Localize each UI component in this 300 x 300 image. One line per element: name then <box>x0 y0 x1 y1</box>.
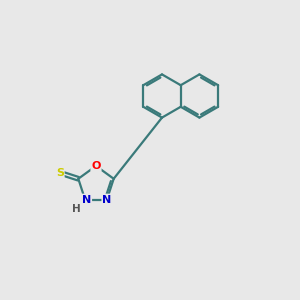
Text: S: S <box>56 168 64 178</box>
Text: O: O <box>91 161 101 171</box>
Text: N: N <box>82 194 91 205</box>
Text: N: N <box>102 194 112 205</box>
Text: H: H <box>72 203 81 214</box>
